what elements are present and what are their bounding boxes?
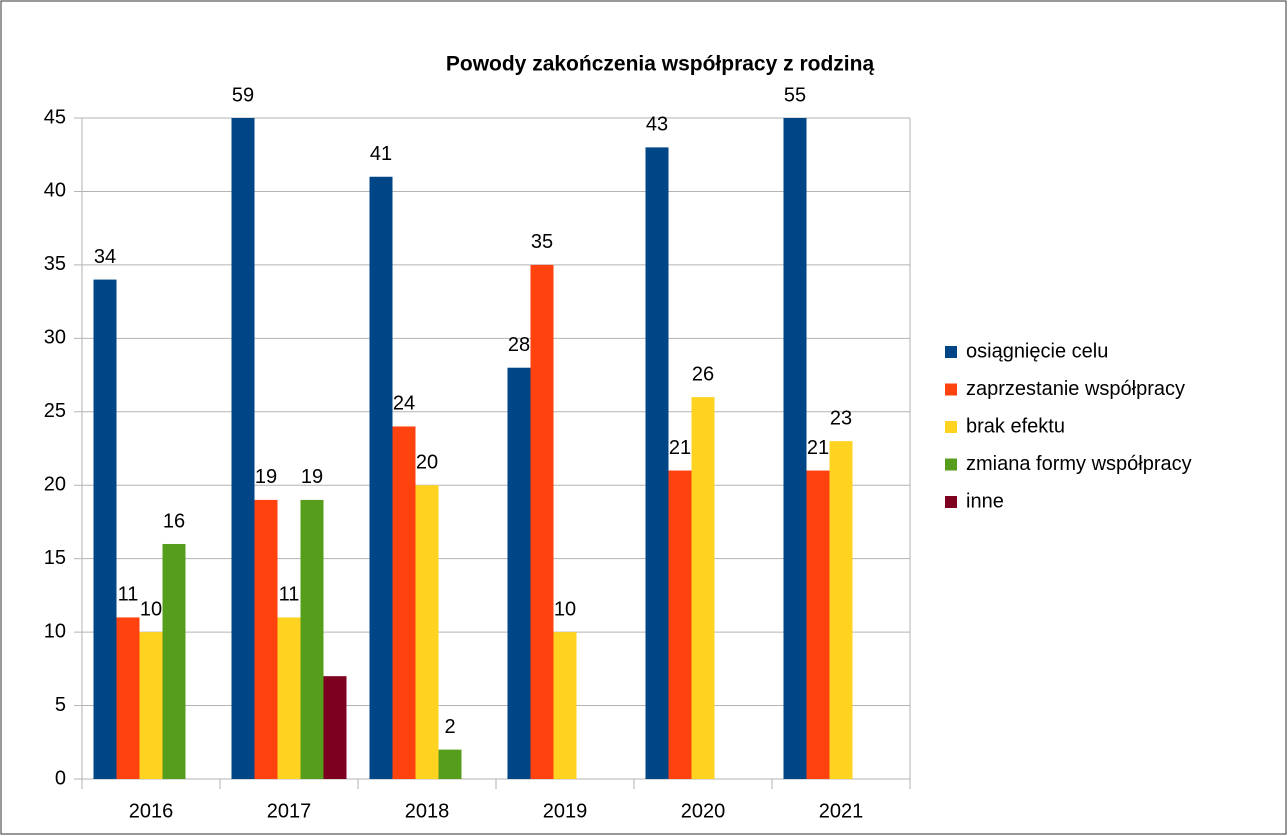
bar bbox=[806, 470, 830, 779]
bar bbox=[93, 279, 117, 779]
x-tick-label: 2016 bbox=[129, 800, 174, 822]
legend-label: osiągnięcie celu bbox=[966, 340, 1108, 362]
bar bbox=[507, 367, 531, 779]
legend-swatch bbox=[945, 421, 957, 433]
data-label: 11 bbox=[279, 584, 300, 606]
x-tick-label: 2018 bbox=[405, 800, 450, 822]
bar bbox=[300, 499, 324, 779]
bar bbox=[139, 632, 163, 779]
data-label: 19 bbox=[255, 466, 277, 488]
data-label: 10 bbox=[554, 598, 576, 620]
x-tick-label: 2019 bbox=[543, 800, 588, 822]
legend-swatch bbox=[945, 496, 957, 508]
bars bbox=[93, 118, 853, 779]
y-tick-label: 20 bbox=[44, 474, 66, 496]
data-label: 16 bbox=[163, 510, 185, 532]
data-label: 21 bbox=[807, 437, 829, 459]
data-label: 11 bbox=[118, 584, 139, 606]
data-label: 28 bbox=[508, 334, 530, 356]
data-label: 24 bbox=[393, 393, 415, 415]
data-label: 26 bbox=[692, 363, 714, 385]
y-tick-label: 10 bbox=[44, 620, 66, 642]
y-tick-label: 35 bbox=[44, 253, 66, 275]
bar bbox=[254, 499, 278, 779]
bar bbox=[783, 118, 807, 779]
data-label: 21 bbox=[669, 437, 691, 459]
bar bbox=[691, 397, 715, 779]
bar bbox=[530, 264, 554, 779]
x-tick-label: 2021 bbox=[819, 800, 864, 822]
bar bbox=[323, 676, 347, 779]
legend-label: zaprzestanie współpracy bbox=[966, 378, 1185, 400]
y-tick-label: 0 bbox=[55, 767, 66, 789]
legend-swatch bbox=[945, 346, 957, 358]
data-label: 19 bbox=[301, 466, 323, 488]
bar bbox=[415, 485, 439, 779]
x-tick-label: 2017 bbox=[267, 800, 312, 822]
data-label: 2 bbox=[444, 716, 455, 738]
y-tick-label: 30 bbox=[44, 327, 66, 349]
bar bbox=[553, 632, 577, 779]
bar bbox=[668, 470, 692, 779]
y-tick-label: 15 bbox=[44, 547, 66, 569]
bar bbox=[645, 147, 669, 779]
legend-swatch bbox=[945, 383, 957, 396]
legend-label: brak efektu bbox=[966, 415, 1065, 437]
legend-label: zmiana formy współpracy bbox=[966, 453, 1192, 475]
y-tick-label: 40 bbox=[44, 180, 66, 202]
data-label: 34 bbox=[94, 246, 116, 268]
bar bbox=[369, 176, 393, 779]
x-tick-label: 2020 bbox=[681, 800, 726, 822]
bar bbox=[116, 617, 140, 779]
data-label: 43 bbox=[646, 114, 668, 136]
bar bbox=[829, 441, 853, 779]
chart-title: Powody zakończenia współpracy z rodziną bbox=[446, 53, 875, 76]
data-label: 20 bbox=[416, 452, 438, 474]
legend-swatch bbox=[945, 458, 957, 471]
y-tick-label: 25 bbox=[44, 400, 66, 422]
legend-label: inne bbox=[966, 490, 1004, 512]
bar bbox=[438, 749, 462, 779]
bar bbox=[231, 118, 255, 779]
bar bbox=[392, 426, 416, 779]
bar bbox=[277, 617, 301, 779]
data-label: 35 bbox=[531, 231, 553, 253]
data-label: 59 bbox=[232, 84, 254, 106]
data-label: 41 bbox=[370, 143, 392, 165]
data-label: 55 bbox=[784, 84, 806, 106]
y-tick-label: 45 bbox=[44, 106, 66, 128]
bar bbox=[162, 543, 186, 779]
data-label: 23 bbox=[830, 407, 852, 429]
data-label: 10 bbox=[140, 598, 162, 620]
y-tick-label: 5 bbox=[55, 694, 66, 716]
